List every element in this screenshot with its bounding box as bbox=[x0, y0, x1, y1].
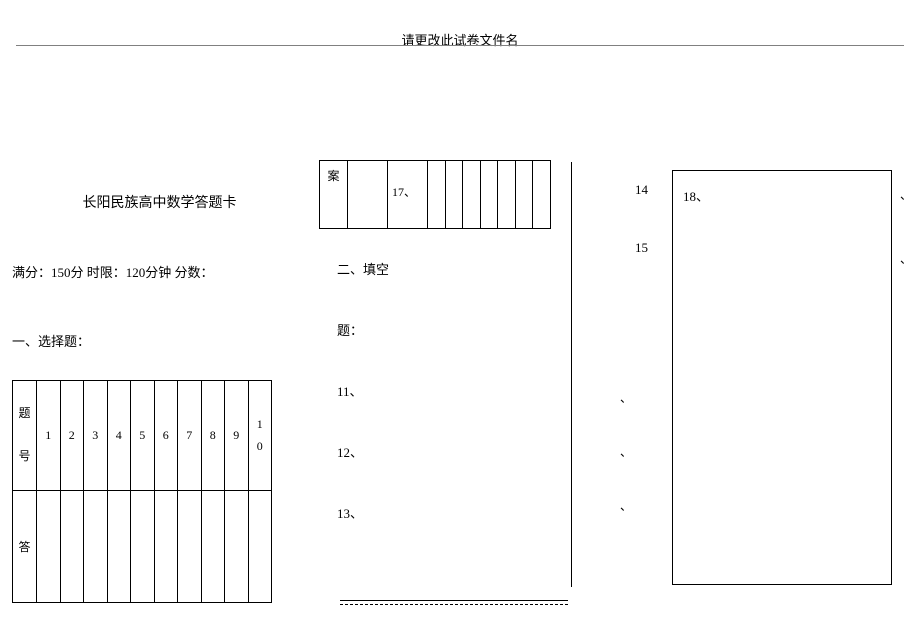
t-c5 bbox=[463, 161, 481, 229]
column-4: 18、 bbox=[672, 170, 897, 585]
tick-mark: 、 bbox=[900, 186, 912, 203]
section-2a: 二、填空 bbox=[337, 259, 619, 278]
row-label-ans: 答 bbox=[13, 491, 37, 603]
top-small-table: 案 17、 bbox=[319, 160, 551, 229]
top-table-c1 bbox=[348, 161, 388, 229]
t-c6 bbox=[480, 161, 498, 229]
ans-10 bbox=[248, 491, 272, 603]
ans-3 bbox=[84, 491, 108, 603]
tick-mark: 、 bbox=[900, 250, 912, 267]
col-5: 5 bbox=[131, 381, 155, 491]
col-4: 4 bbox=[107, 381, 131, 491]
col2-right-border bbox=[571, 162, 572, 587]
q11: 11、 bbox=[337, 381, 619, 400]
ans-1 bbox=[37, 491, 61, 603]
q12: 12、 bbox=[337, 442, 619, 461]
col2-bottom-line bbox=[340, 600, 568, 601]
top-table-c2: 17、 bbox=[388, 161, 428, 229]
t-c8 bbox=[515, 161, 533, 229]
answer-box-18: 18、 bbox=[672, 170, 892, 585]
ans-9 bbox=[225, 491, 249, 603]
t-c9 bbox=[533, 161, 551, 229]
choice-table: 题号 1 2 3 4 5 6 7 8 9 10 答 bbox=[12, 380, 272, 603]
doc-title: 长阳民族高中数学答题卡 bbox=[12, 192, 307, 212]
top-table-label: 案 bbox=[320, 161, 348, 229]
col-2: 2 bbox=[60, 381, 84, 491]
col-10: 10 bbox=[248, 381, 272, 491]
t-c4 bbox=[445, 161, 463, 229]
tick-mark: 、 bbox=[620, 497, 632, 514]
row-label-num: 题号 bbox=[13, 381, 37, 491]
col-6: 6 bbox=[154, 381, 178, 491]
ans-7 bbox=[178, 491, 202, 603]
t-c7 bbox=[498, 161, 516, 229]
col-9: 9 bbox=[225, 381, 249, 491]
num-14: 14 bbox=[635, 182, 670, 198]
t-c3 bbox=[428, 161, 446, 229]
col2-dash-line bbox=[340, 604, 568, 605]
column-1: 长阳民族高中数学答题卡 满分：150分 时限：120分钟 分数： 一、选择题： … bbox=[12, 160, 307, 603]
column-2: 案 17、 二、填空 题： 11、 12、 13、 bbox=[319, 160, 619, 522]
section-2b: 题： bbox=[337, 320, 619, 339]
num-15: 15 bbox=[635, 240, 670, 256]
col-3: 3 bbox=[84, 381, 108, 491]
col-7: 7 bbox=[178, 381, 202, 491]
ans-2 bbox=[60, 491, 84, 603]
column-3-numbers: 14 15 bbox=[635, 182, 670, 298]
q13: 13、 bbox=[337, 503, 619, 522]
header-rule bbox=[16, 45, 904, 46]
ans-8 bbox=[201, 491, 225, 603]
ans-5 bbox=[131, 491, 155, 603]
tick-mark: 、 bbox=[620, 443, 632, 460]
ans-4 bbox=[107, 491, 131, 603]
tick-mark: 、 bbox=[620, 389, 632, 406]
q18-label: 18、 bbox=[683, 186, 709, 205]
score-info: 满分：150分 时限：120分钟 分数： bbox=[12, 262, 307, 281]
col-1: 1 bbox=[37, 381, 61, 491]
section-1-heading: 一、选择题： bbox=[12, 331, 307, 350]
ans-6 bbox=[154, 491, 178, 603]
page-header-title: 请更改此试卷文件名 bbox=[0, 30, 920, 49]
col-8: 8 bbox=[201, 381, 225, 491]
